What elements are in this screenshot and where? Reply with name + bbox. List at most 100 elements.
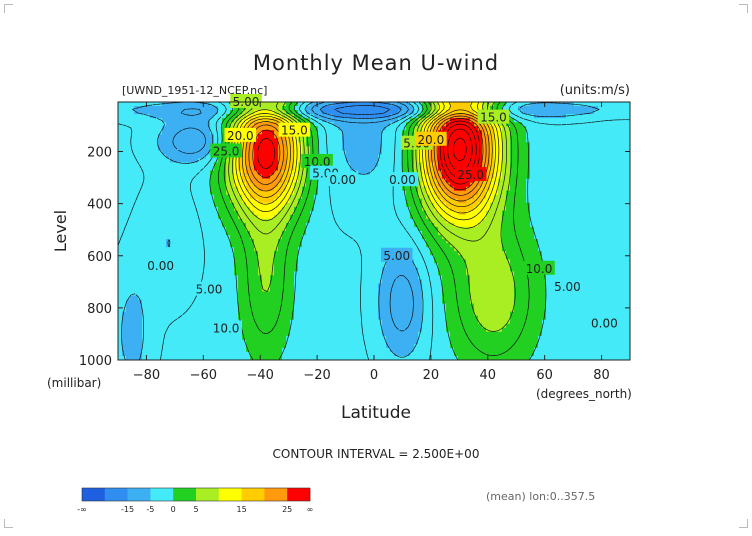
contour-cell — [214, 243, 219, 248]
contour-cell — [290, 174, 295, 180]
contour-cell — [266, 210, 271, 216]
contour-cell — [230, 251, 235, 256]
contour-cell — [382, 210, 387, 216]
contour-cell — [226, 170, 231, 176]
contour-cell — [310, 130, 315, 135]
contour-cell — [130, 142, 135, 147]
contour-cell — [334, 251, 339, 256]
contour-cell — [242, 214, 247, 220]
contour-cell — [430, 102, 435, 107]
contour-cell — [342, 239, 347, 244]
contour-cell — [530, 154, 535, 160]
contour-cell — [502, 235, 507, 240]
contour-cell — [310, 126, 315, 131]
contour-cell — [490, 235, 495, 240]
contour-cell — [546, 102, 551, 107]
contour-cell — [222, 178, 227, 184]
contour-cell — [166, 190, 171, 196]
contour-cell — [202, 174, 207, 180]
contour-cell — [150, 134, 155, 139]
contour-cell — [374, 194, 379, 200]
contour-cell — [210, 182, 215, 188]
contour-cell — [158, 239, 163, 244]
contour-cell — [358, 190, 363, 196]
contour-cell — [426, 190, 431, 196]
contour-cell — [270, 202, 275, 208]
contour-cell — [266, 222, 271, 228]
contour-cell — [134, 170, 139, 176]
contour-cell — [150, 210, 155, 216]
contour-cell — [422, 243, 427, 248]
contour-cell — [542, 106, 547, 111]
contour-cell — [310, 114, 315, 119]
contour-cell — [278, 114, 283, 119]
contour-cell — [150, 178, 155, 184]
contour-cell — [410, 166, 415, 172]
contour-cell — [230, 235, 235, 240]
contour-cell — [574, 247, 579, 252]
contour-cell — [178, 122, 183, 127]
contour-cell — [458, 194, 463, 200]
contour-cell — [174, 110, 179, 115]
contour-cell — [158, 106, 163, 111]
contour-cell — [602, 243, 607, 248]
contour-cell — [186, 118, 191, 123]
contour-cell — [222, 122, 227, 127]
contour-cell — [146, 226, 151, 232]
contour-cell — [230, 210, 235, 216]
contour-cell — [142, 178, 147, 184]
contour-cell — [446, 202, 451, 208]
contour-cell — [590, 182, 595, 188]
contour-cell — [174, 218, 179, 224]
contour-cell — [622, 114, 627, 119]
contour-cell — [358, 130, 363, 135]
contour-cell — [258, 138, 263, 143]
contour-cell — [614, 235, 619, 240]
contour-cell — [514, 166, 519, 172]
contour-cell — [534, 166, 539, 172]
contour-cell — [154, 174, 159, 180]
contour-cell — [410, 186, 415, 192]
contour-cell — [418, 251, 423, 256]
contour-cell — [362, 243, 367, 248]
contour-cell — [486, 222, 491, 228]
contour-cell — [162, 118, 167, 123]
contour-cell — [238, 198, 243, 204]
contour-cell — [222, 222, 227, 228]
contour-cell — [514, 162, 519, 168]
contour-cell — [158, 235, 163, 240]
contour-cell — [538, 122, 543, 127]
contour-cell — [538, 150, 543, 156]
contour-cell — [606, 210, 611, 216]
contour-cell — [178, 158, 183, 164]
contour-cell — [422, 170, 427, 176]
contour-cell — [554, 178, 559, 184]
contour-cell — [306, 210, 311, 216]
contour-cell — [558, 118, 563, 123]
contour-cell — [286, 158, 291, 164]
contour-cell — [598, 190, 603, 196]
contour-cell — [214, 222, 219, 228]
contour-cell — [134, 162, 139, 168]
contour-cell — [278, 150, 283, 156]
contour-cell — [398, 231, 403, 236]
contour-cell — [182, 134, 187, 139]
contour-cell — [286, 146, 291, 151]
contour-cell — [534, 251, 539, 256]
contour-cell — [170, 190, 175, 196]
contour-cell — [402, 166, 407, 172]
contour-cell — [206, 118, 211, 123]
contour-cell — [426, 243, 431, 248]
contour-cell — [146, 162, 151, 168]
contour-cell — [534, 154, 539, 160]
contour-cell — [570, 239, 575, 244]
contour-cell — [210, 110, 215, 115]
contour-cell — [330, 122, 335, 127]
contour-cell — [590, 202, 595, 208]
contour-cell — [202, 110, 207, 115]
contour-cell — [438, 235, 443, 240]
contour-cell — [610, 170, 615, 176]
contour-cell — [422, 206, 427, 212]
contour-cell — [358, 106, 363, 111]
contour-cell — [294, 243, 299, 248]
